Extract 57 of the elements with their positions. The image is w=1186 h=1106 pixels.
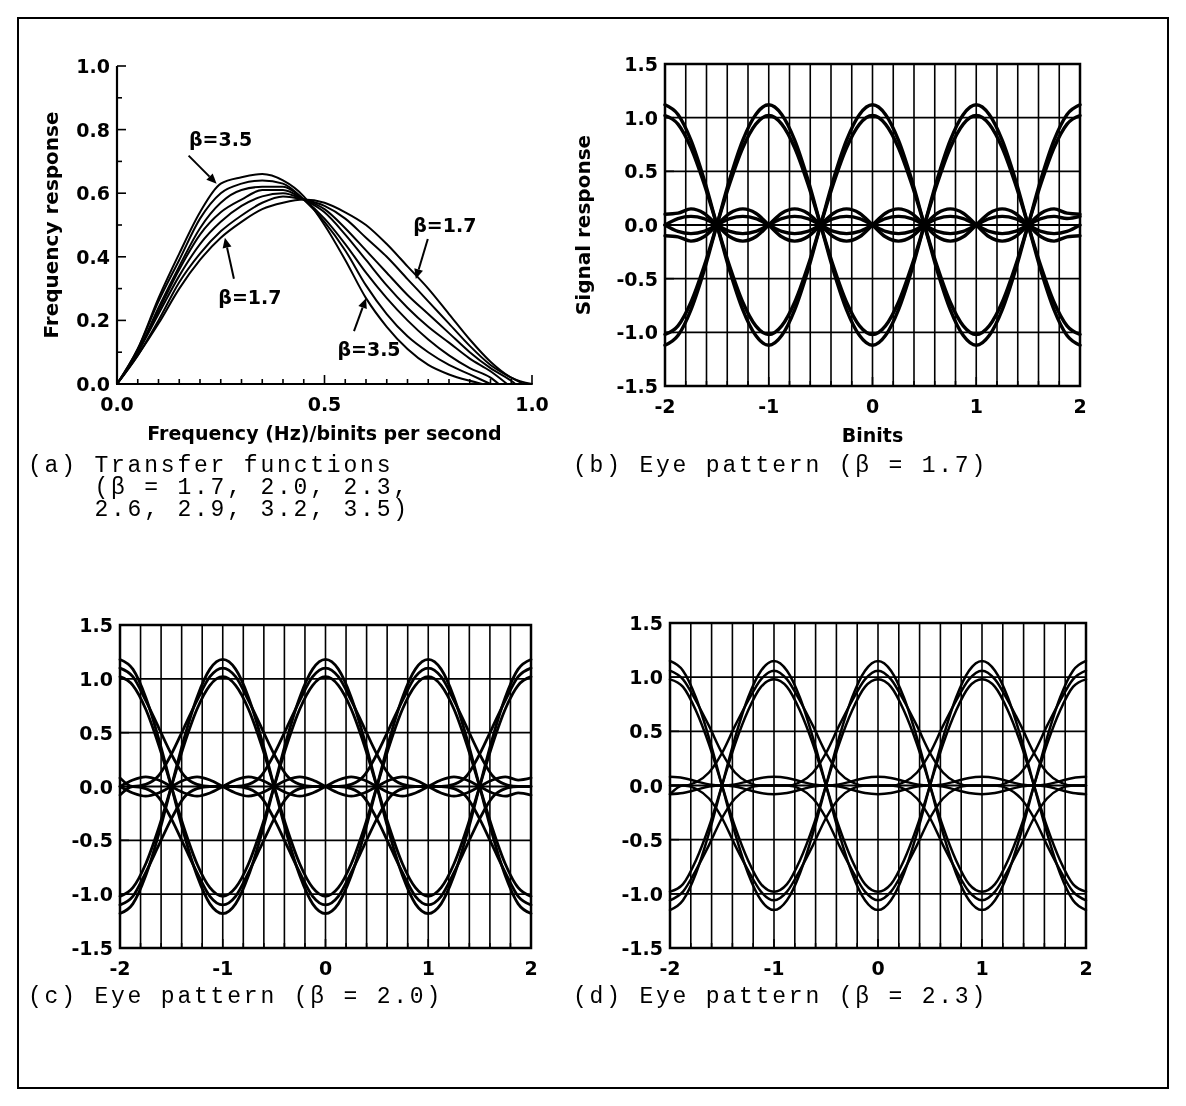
- y-tick-label: -1.0: [616, 321, 658, 344]
- x-tick-label: -2: [654, 395, 676, 417]
- y-tick-label: 1.0: [79, 667, 113, 690]
- y-tick-label: 1.0: [76, 55, 110, 77]
- y-tick-label: 1.5: [624, 53, 658, 75]
- y-axis-title: Frequency response: [39, 111, 63, 339]
- y-tick-label: 0.8: [76, 118, 110, 141]
- x-tick-label: 0: [318, 957, 333, 979]
- x-tick-label: 0.5: [307, 393, 342, 415]
- x-tick-label: -2: [109, 957, 131, 979]
- x-tick-label: 1: [969, 395, 983, 417]
- text: (a) Transfer functions (β = 1.7, 2.0, 2.3, 2.6, 2.9, 3.2, 3.5): [28, 453, 410, 523]
- y-tick-label: -0.5: [621, 828, 663, 851]
- x-tick-label: 0: [865, 395, 880, 417]
- y-tick-label: 0.0: [629, 774, 663, 797]
- text: (b) Eye pattern (β = 1.7): [573, 453, 989, 479]
- y-tick-label: 0.5: [629, 720, 663, 743]
- y-tick-label: 1.5: [629, 612, 663, 634]
- y-tick-label: 0.4: [76, 245, 110, 268]
- x-tick-label: -2: [659, 957, 681, 979]
- annotation: β=1.7: [218, 285, 282, 308]
- y-tick-label: 0.6: [76, 182, 110, 205]
- x-tick-label: 1.0: [515, 393, 549, 415]
- y-tick-label: 0.5: [624, 160, 658, 183]
- annotation: β=3.5: [337, 338, 401, 361]
- y-tick-label: 0.5: [79, 721, 113, 744]
- y-tick-label: 0.0: [79, 775, 113, 798]
- x-tick-label: 2: [1079, 957, 1093, 979]
- y-axis-title: Signal response: [571, 134, 595, 316]
- annotation: β=1.7: [413, 214, 477, 237]
- annotation: β=3.5: [189, 127, 253, 150]
- x-tick-label: 2: [1073, 395, 1087, 417]
- x-tick-label: -1: [763, 957, 785, 979]
- y-tick-label: -1.5: [621, 937, 663, 959]
- x-axis-title: Frequency (Hz)/binits per second: [147, 422, 502, 444]
- y-tick-label: -1.5: [616, 375, 658, 397]
- y-tick-label: 0.0: [76, 373, 110, 395]
- x-tick-label: 1: [421, 957, 435, 979]
- y-tick-label: -1.5: [71, 937, 113, 959]
- y-tick-label: 0.2: [76, 309, 110, 332]
- text: (c) Eye pattern (β = 2.0): [28, 984, 444, 1010]
- y-tick-label: 1.5: [79, 614, 113, 636]
- y-tick-label: 0.0: [624, 214, 658, 236]
- y-tick-label: -0.5: [71, 829, 113, 852]
- y-tick-label: -1.0: [71, 883, 113, 906]
- text: (d) Eye pattern (β = 2.3): [573, 984, 989, 1010]
- x-tick-label: 1: [975, 957, 989, 979]
- x-axis-title: Binits: [841, 424, 904, 446]
- y-tick-label: 1.0: [629, 666, 663, 689]
- x-tick-label: 0.0: [100, 393, 134, 415]
- y-tick-label: 1.0: [624, 106, 658, 129]
- y-tick-label: -0.5: [616, 267, 658, 290]
- x-tick-label: 2: [524, 957, 538, 979]
- x-tick-label: -1: [212, 957, 234, 979]
- y-tick-label: -1.0: [621, 882, 663, 905]
- x-tick-label: -1: [758, 395, 780, 417]
- x-tick-label: 0: [871, 957, 885, 979]
